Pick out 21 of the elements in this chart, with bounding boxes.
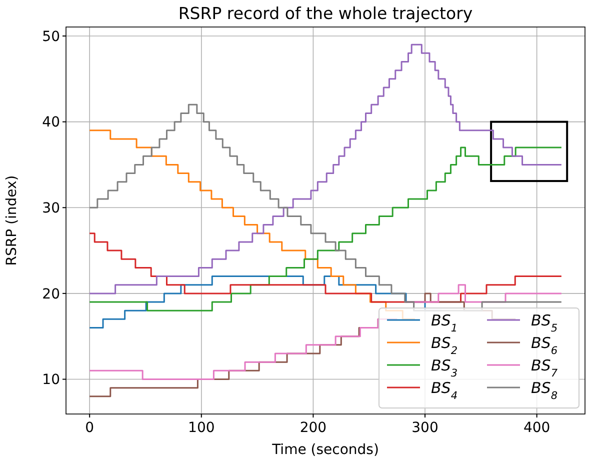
legend-label: BS$_{4}$: [431, 378, 458, 402]
x-tick-label: 0: [85, 420, 94, 436]
y-tick-label: 30: [42, 200, 60, 217]
legend-label: BS$_{2}$: [431, 334, 458, 357]
legend-label: BS$_{8}$: [531, 378, 558, 402]
x-axis-title: Time (seconds): [271, 442, 379, 458]
y-tick-label: 40: [42, 114, 60, 131]
legend-label: BS$_{6}$: [531, 334, 558, 357]
y-tick-label: 10: [42, 372, 60, 388]
x-tick-label: 300: [412, 420, 438, 436]
legend-label: BS$_{3}$: [431, 356, 458, 380]
x-tick-label: 200: [300, 420, 327, 436]
y-axis-title: RSRP (index): [4, 175, 20, 266]
x-tick-label: 400: [523, 420, 550, 436]
legend-label: BS$_{1}$: [431, 311, 458, 334]
chart-title: RSRP record of the whole trajectory: [178, 4, 473, 23]
legend-label: BS$_{7}$: [531, 356, 558, 380]
y-tick-label: 50: [42, 28, 60, 45]
legend-label: BS$_{5}$: [531, 311, 558, 334]
y-tick-label: 20: [42, 286, 60, 302]
x-tick-label: 100: [188, 420, 215, 436]
